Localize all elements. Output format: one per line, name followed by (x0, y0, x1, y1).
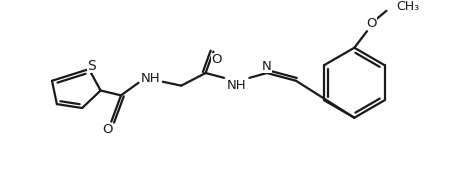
Text: NH: NH (140, 72, 160, 85)
Text: CH₃: CH₃ (396, 0, 419, 13)
Text: O: O (211, 53, 222, 66)
Text: O: O (102, 123, 113, 136)
Text: O: O (366, 17, 377, 30)
Text: S: S (87, 59, 96, 73)
Text: NH: NH (227, 79, 246, 92)
Text: N: N (262, 60, 272, 73)
